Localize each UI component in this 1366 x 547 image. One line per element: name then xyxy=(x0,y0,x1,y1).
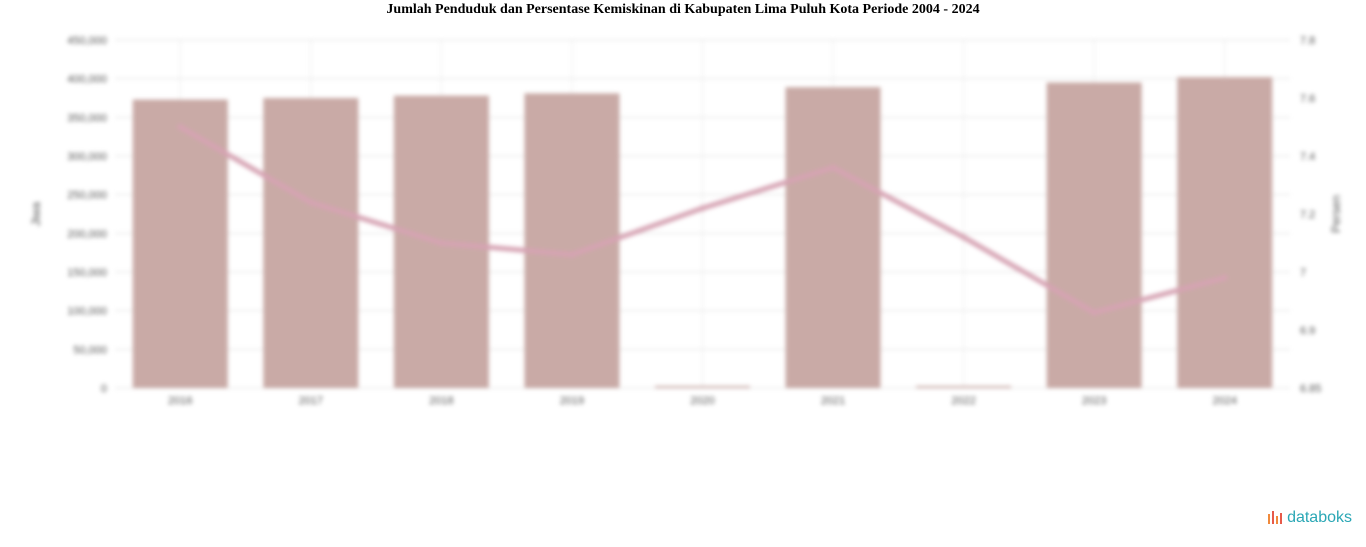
x-tick-label: 2021 xyxy=(821,395,845,407)
bar-2021 xyxy=(785,87,881,388)
bar-2016 xyxy=(132,99,228,389)
y2-tick-label: 7.8 xyxy=(1300,35,1315,47)
line-point-2024 xyxy=(1221,274,1228,281)
brand-logo: databoks xyxy=(1267,509,1352,527)
line-point-2022 xyxy=(960,234,967,241)
x-tick-label: 2022 xyxy=(951,395,975,407)
x-tick-label: 2020 xyxy=(690,395,714,407)
y2-tick-label: 7.4 xyxy=(1300,151,1315,163)
brand-name: databoks xyxy=(1287,509,1352,526)
bar-2020 xyxy=(655,386,750,388)
x-tick-label: 2018 xyxy=(429,395,453,407)
y-tick-label: 100,000 xyxy=(67,306,107,318)
bar-2024 xyxy=(1177,77,1273,389)
line-point-2019 xyxy=(568,251,575,258)
x-tick-label: 2019 xyxy=(560,395,584,407)
y2-tick-label: 7.6 xyxy=(1300,93,1315,105)
line-point-2021 xyxy=(830,164,837,171)
y-tick-label: 400,000 xyxy=(67,74,107,86)
line-point-2020 xyxy=(699,205,706,212)
bar-2017 xyxy=(263,98,359,388)
y-tick-label: 150,000 xyxy=(67,267,107,279)
y2-tick-label: 6.9 xyxy=(1300,325,1315,337)
plot-area: 0 50,000 100,000 150,000 200,000 250,000 300,0… xyxy=(29,35,1343,407)
databoks-logo-icon xyxy=(1268,511,1283,524)
y-tick-label: 0 xyxy=(101,383,107,395)
line-point-2023 xyxy=(1091,309,1098,316)
x-tick-label: 2023 xyxy=(1082,395,1106,407)
y-tick-label: 450,000 xyxy=(67,35,107,47)
y2-tick-label: 6.85 xyxy=(1300,383,1321,395)
y-axis-label: Jiwa xyxy=(29,202,43,226)
chart-title: Jumlah Penduduk dan Persentase Kemiskina… xyxy=(386,2,980,17)
line-point-2017 xyxy=(307,199,314,206)
x-tick-label: 2024 xyxy=(1212,395,1236,407)
line-point-2016 xyxy=(177,124,184,130)
y-tick-label: 200,000 xyxy=(67,228,107,240)
x-tick-label: 2017 xyxy=(299,395,323,407)
axis-layer: 0 50,000 100,000 150,000 200,000 250,000 300,0… xyxy=(67,35,1321,407)
bar-2019 xyxy=(524,93,620,389)
x-tick-label: 2016 xyxy=(168,395,192,407)
y2-tick-label: 7 xyxy=(1300,267,1306,279)
bar-2022 xyxy=(916,386,1012,388)
y-tick-label: 250,000 xyxy=(67,190,107,202)
bar-2023 xyxy=(1046,82,1142,389)
y2-axis-label: Persen xyxy=(1329,195,1343,233)
y-tick-label: 50,000 xyxy=(73,344,107,356)
line-point-2018 xyxy=(438,240,445,246)
line-layer xyxy=(177,124,1228,316)
y-tick-label: 300,000 xyxy=(67,151,107,163)
y-tick-label: 350,000 xyxy=(67,112,107,124)
y2-tick-label: 7.2 xyxy=(1300,209,1315,221)
